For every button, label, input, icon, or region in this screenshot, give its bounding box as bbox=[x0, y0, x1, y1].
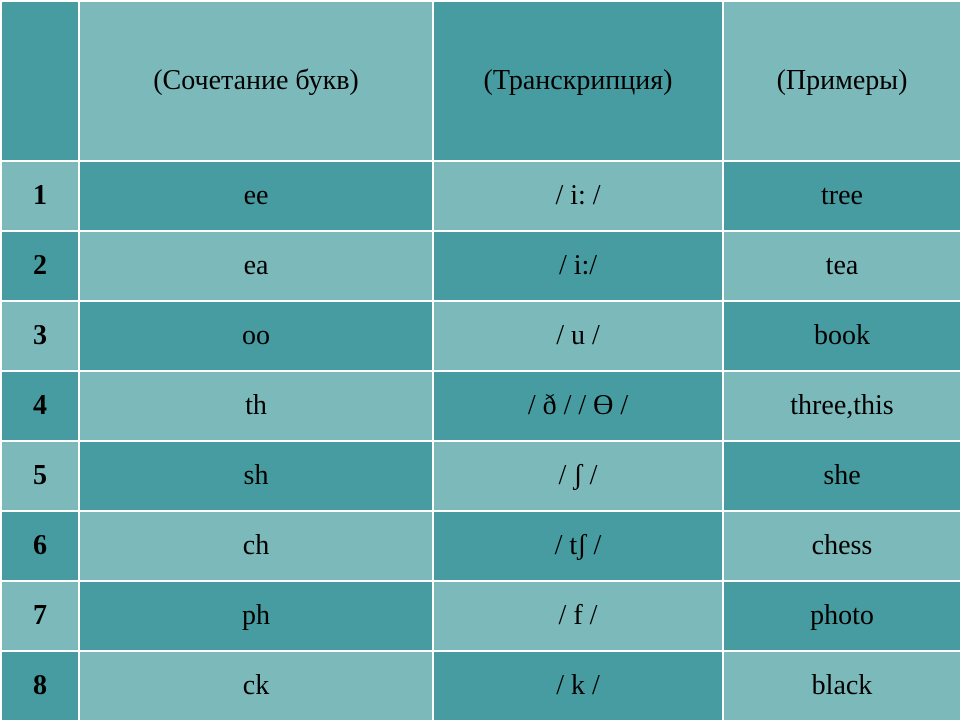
table-row: 4th/ ð / / Ɵ /three,this bbox=[1, 371, 960, 441]
table-row: 8ck/ k /black bbox=[1, 651, 960, 721]
cell-num: 2 bbox=[1, 231, 79, 301]
cell-trans: / ð / / Ɵ / bbox=[433, 371, 723, 441]
cell-ex: she bbox=[723, 441, 960, 511]
phonics-table: (Сочетание букв) (Транскрипция) (Примеры… bbox=[0, 0, 960, 722]
table-row: 2ea/ i:/tea bbox=[1, 231, 960, 301]
cell-combo: ea bbox=[79, 231, 433, 301]
header-row: (Сочетание букв) (Транскрипция) (Примеры… bbox=[1, 1, 960, 161]
cell-combo: sh bbox=[79, 441, 433, 511]
cell-num: 1 bbox=[1, 161, 79, 231]
cell-num: 4 bbox=[1, 371, 79, 441]
cell-ex: tea bbox=[723, 231, 960, 301]
cell-trans: / k / bbox=[433, 651, 723, 721]
table-row: 3oo/ u /book bbox=[1, 301, 960, 371]
cell-trans: / f / bbox=[433, 581, 723, 651]
cell-trans: / i:/ bbox=[433, 231, 723, 301]
table-header: (Сочетание букв) (Транскрипция) (Примеры… bbox=[1, 1, 960, 161]
header-ex: (Примеры) bbox=[723, 1, 960, 161]
cell-num: 8 bbox=[1, 651, 79, 721]
cell-combo: ch bbox=[79, 511, 433, 581]
header-num bbox=[1, 1, 79, 161]
cell-ex: book bbox=[723, 301, 960, 371]
table-row: 1ee/ i: /tree bbox=[1, 161, 960, 231]
header-combo: (Сочетание букв) bbox=[79, 1, 433, 161]
cell-num: 6 bbox=[1, 511, 79, 581]
phonics-table-container: (Сочетание букв) (Транскрипция) (Примеры… bbox=[0, 0, 960, 720]
header-trans: (Транскрипция) bbox=[433, 1, 723, 161]
cell-ex: three,this bbox=[723, 371, 960, 441]
table-row: 5sh/ ʃ /she bbox=[1, 441, 960, 511]
cell-combo: ee bbox=[79, 161, 433, 231]
cell-ex: chess bbox=[723, 511, 960, 581]
cell-num: 5 bbox=[1, 441, 79, 511]
cell-num: 7 bbox=[1, 581, 79, 651]
table-row: 6ch/ tʃ /chess bbox=[1, 511, 960, 581]
cell-ex: tree bbox=[723, 161, 960, 231]
cell-trans: / tʃ / bbox=[433, 511, 723, 581]
cell-trans: / ʃ / bbox=[433, 441, 723, 511]
cell-num: 3 bbox=[1, 301, 79, 371]
cell-combo: oo bbox=[79, 301, 433, 371]
cell-combo: ph bbox=[79, 581, 433, 651]
cell-trans: / i: / bbox=[433, 161, 723, 231]
cell-combo: ck bbox=[79, 651, 433, 721]
table-row: 7ph/ f /photo bbox=[1, 581, 960, 651]
cell-ex: black bbox=[723, 651, 960, 721]
cell-trans: / u / bbox=[433, 301, 723, 371]
cell-combo: th bbox=[79, 371, 433, 441]
table-body: 1ee/ i: /tree2ea/ i:/tea3oo/ u /book4th/… bbox=[1, 161, 960, 721]
cell-ex: photo bbox=[723, 581, 960, 651]
